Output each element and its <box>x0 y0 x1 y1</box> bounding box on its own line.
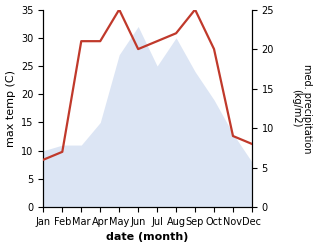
Y-axis label: max temp (C): max temp (C) <box>5 70 16 147</box>
X-axis label: date (month): date (month) <box>107 232 189 243</box>
Y-axis label: med. precipitation
(kg/m2): med. precipitation (kg/m2) <box>291 63 313 153</box>
